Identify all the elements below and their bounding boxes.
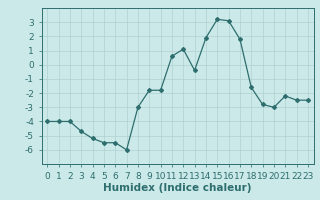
X-axis label: Humidex (Indice chaleur): Humidex (Indice chaleur): [103, 183, 252, 193]
